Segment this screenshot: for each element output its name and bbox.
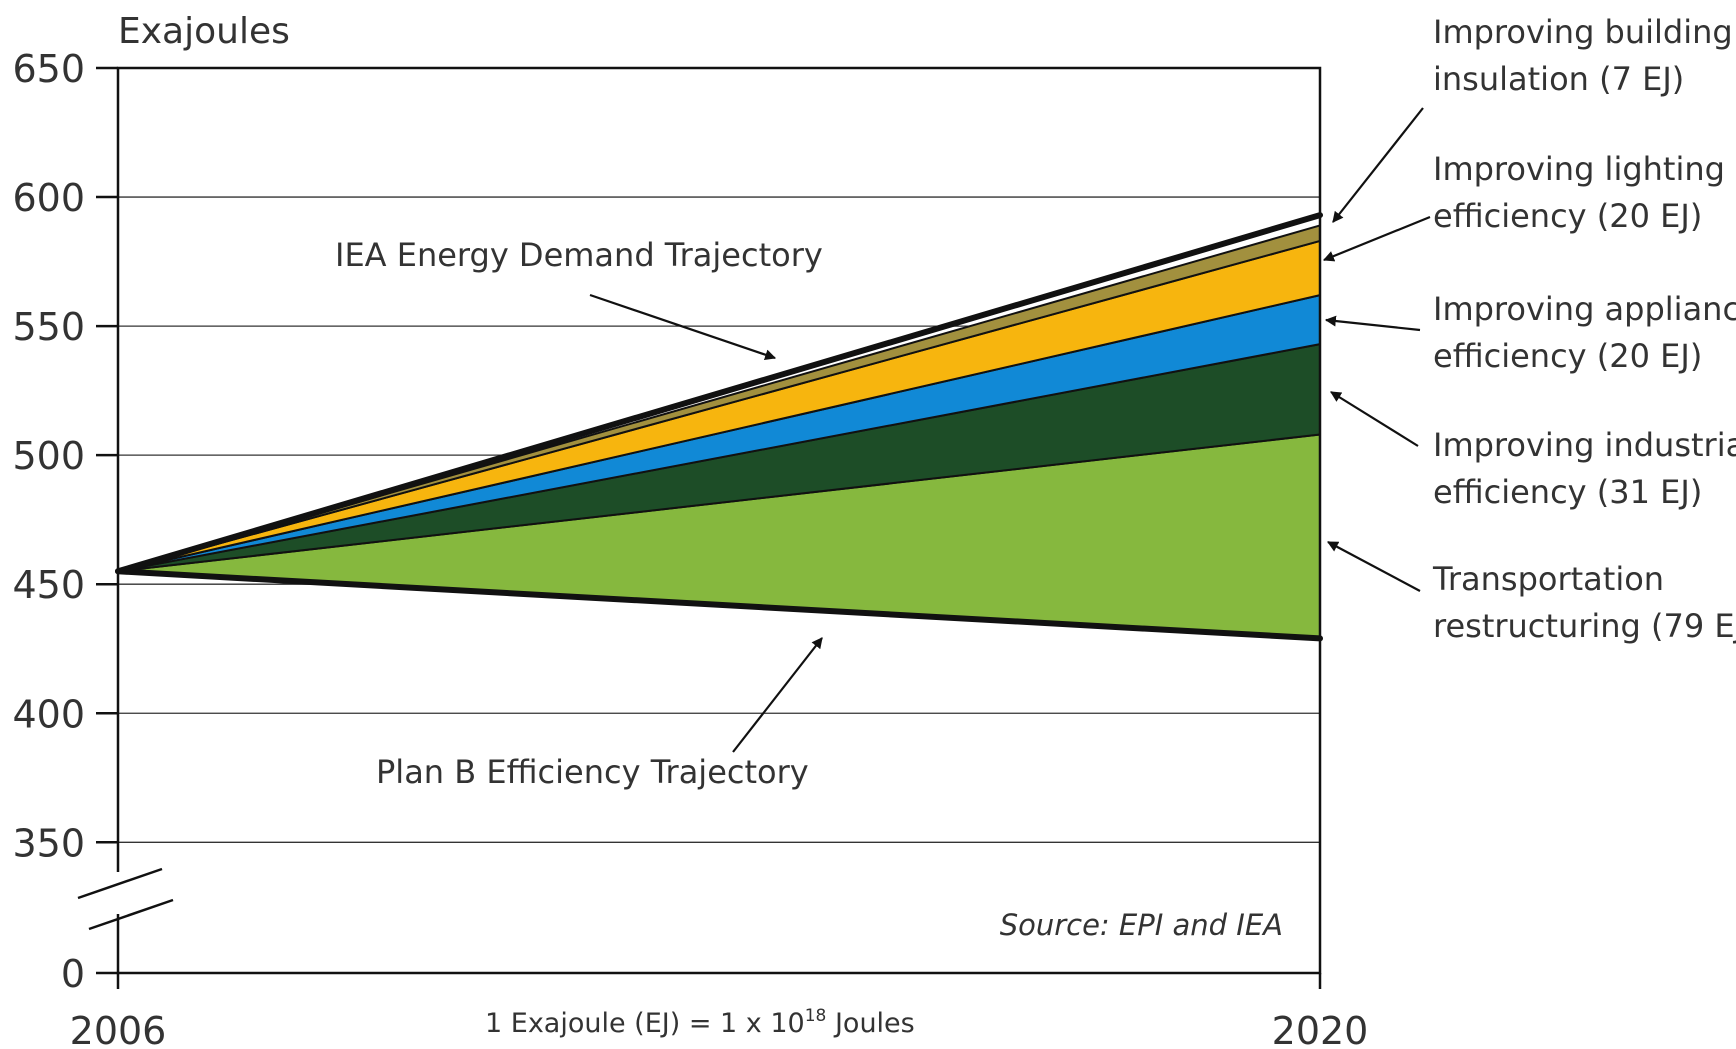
series-annotations: Improving building insulation (7 EJ) Impro… [1432, 13, 1736, 645]
unit-footnote: 1 Exajoule (EJ) = 1 x 1018 Joules [485, 1006, 915, 1039]
arrow-lighting-efficiency [1322, 215, 1431, 262]
series-label-4-line2: insulation (7 EJ) [1433, 60, 1684, 98]
series-label-2-line2: efficiency (20 EJ) [1433, 337, 1702, 375]
series-label-4-line1: Improving building [1433, 13, 1733, 51]
series-label-0-line1: Transportation [1432, 560, 1664, 598]
axis-break-mark-lower [88, 898, 174, 931]
y-tick-label-0: 0 [61, 952, 85, 996]
arrow-industrial-efficiency [1330, 391, 1419, 447]
y-tick-label-450: 450 [12, 563, 85, 607]
source-note: Source: EPI and IEA [1000, 908, 1283, 942]
series-label-3-line2: efficiency (20 EJ) [1433, 197, 1702, 235]
y-axis-title: Exajoules [118, 11, 290, 52]
y-axis: 650 600 550 500 450 400 350 0 [12, 47, 1322, 996]
axis-break-gap [112, 872, 124, 914]
series-label-1-line2: efficiency (31 EJ) [1433, 473, 1702, 511]
series-label-1-line1: Improving industrial [1433, 426, 1736, 464]
arrow-appliance-efficiency [1324, 315, 1421, 332]
y-tick-label-550: 550 [12, 305, 85, 349]
unit-footnote-tail: Joules [826, 1008, 914, 1039]
arrow-plan-b-trajectory [732, 637, 823, 753]
annotation-arrows [589, 107, 1431, 753]
x-tick-label-2006: 2006 [70, 1009, 167, 1049]
y-tick-label-500: 500 [12, 434, 85, 478]
x-tick-label-2020: 2020 [1272, 1009, 1369, 1049]
y-tick-label-350: 350 [12, 821, 85, 865]
series-label-3-line1: Improving lighting [1433, 150, 1725, 188]
plot-frame [116, 66, 1322, 975]
arrow-iea-trajectory [589, 293, 777, 361]
arrow-building-insulation [1332, 107, 1424, 223]
y-tick-label-400: 400 [12, 692, 85, 736]
plan-b-trajectory-label: Plan B Efficiency Trajectory [376, 753, 809, 791]
plan-b-trajectory-line [115, 568, 1323, 642]
arrow-transportation [1327, 541, 1421, 592]
iea-trajectory-label: IEA Energy Demand Trajectory [335, 236, 823, 274]
iea-trajectory-line [115, 212, 1323, 575]
y-tick-label-600: 600 [12, 176, 85, 220]
unit-footnote-main: 1 Exajoule (EJ) = 1 x 10 [485, 1008, 805, 1039]
savings-areas [117, 224, 1321, 640]
series-label-0-line2: restructuring (79 EJ) [1433, 607, 1736, 645]
series-label-2-line1: Improving appliance [1433, 290, 1736, 328]
trajectory-lines [115, 212, 1323, 642]
axis-break-mark-upper [77, 867, 163, 900]
y-tick-label-650: 650 [12, 47, 85, 91]
unit-footnote-exponent: 18 [805, 1006, 827, 1026]
